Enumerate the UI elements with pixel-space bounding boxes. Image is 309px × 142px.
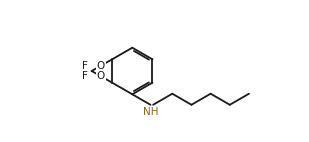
Text: NH: NH	[143, 107, 158, 117]
Text: F: F	[82, 61, 88, 71]
Text: F: F	[82, 71, 88, 81]
Text: O: O	[97, 61, 105, 71]
Text: O: O	[97, 71, 105, 81]
